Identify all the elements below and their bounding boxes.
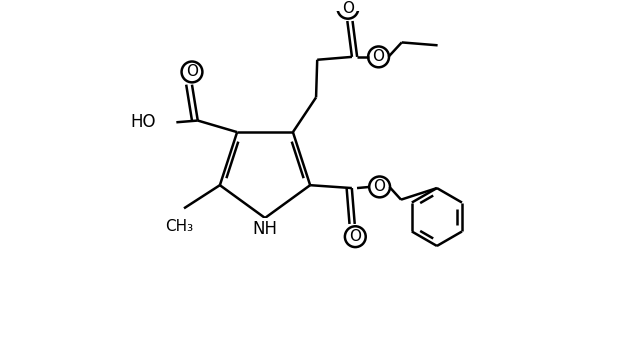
Text: HO: HO [131, 113, 156, 131]
Text: NH: NH [253, 220, 278, 238]
Text: CH₃: CH₃ [165, 219, 193, 234]
Text: O: O [186, 64, 198, 80]
Text: O: O [374, 179, 386, 194]
Text: O: O [372, 49, 385, 64]
Text: O: O [349, 229, 362, 244]
Text: O: O [342, 1, 354, 16]
